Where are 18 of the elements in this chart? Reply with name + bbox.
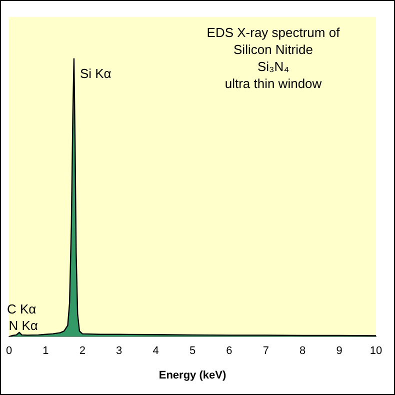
x-tick-label: 8 xyxy=(300,345,306,358)
x-tick-label: 6 xyxy=(226,345,232,358)
x-tick-label: 1 xyxy=(42,345,49,358)
chart-title: EDS X-ray spectrum of Silicon Nitride xyxy=(206,25,340,58)
x-tick-label: 9 xyxy=(336,345,342,358)
x-tick-label: 3 xyxy=(116,345,122,358)
x-tick-label: 10 xyxy=(370,345,382,358)
annotation: C Kα xyxy=(7,302,37,317)
x-tick-label: 2 xyxy=(79,345,86,358)
chart-subtitle: Si₃N₄ xyxy=(257,59,290,74)
x-tick-label: 7 xyxy=(262,345,269,358)
x-tick-label: 0 xyxy=(6,345,12,358)
x-axis-title: Energy (keV) xyxy=(158,369,226,382)
annotation: Si Kα xyxy=(80,66,112,81)
x-tick-label: 5 xyxy=(189,345,196,358)
annotation: ultra thin window xyxy=(224,76,322,92)
x-tick-label: 4 xyxy=(152,345,159,358)
annotation: N Kα xyxy=(8,318,38,334)
